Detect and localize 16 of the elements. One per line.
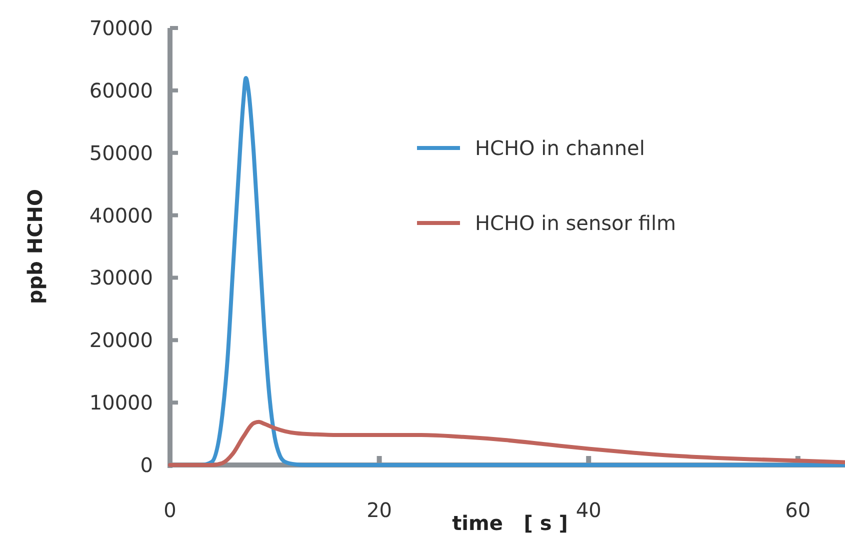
y-tick-label: 10000 — [89, 390, 153, 415]
x-tick-label: 60 — [785, 498, 811, 522]
y-tick-label: 20000 — [89, 328, 153, 352]
x-tick-label: 40 — [576, 498, 602, 522]
y-tick-label: 40000 — [89, 203, 153, 228]
legend-label: HCHO in sensor film — [475, 211, 676, 235]
y-axis-title: ppb HCHO — [23, 188, 47, 304]
y-tick-label: 0 — [140, 453, 153, 477]
x-tick-label: 0 — [164, 498, 176, 522]
legend-label: HCHO in channel — [475, 136, 645, 160]
y-tick-label: 70000 — [89, 16, 153, 40]
y-tick-label: 50000 — [89, 140, 153, 165]
x-tick-label: 20 — [366, 498, 392, 522]
y-tick-label: 30000 — [89, 266, 153, 290]
x-axis-title: time [ s ] — [452, 511, 568, 535]
y-tick-label: 60000 — [89, 78, 153, 102]
